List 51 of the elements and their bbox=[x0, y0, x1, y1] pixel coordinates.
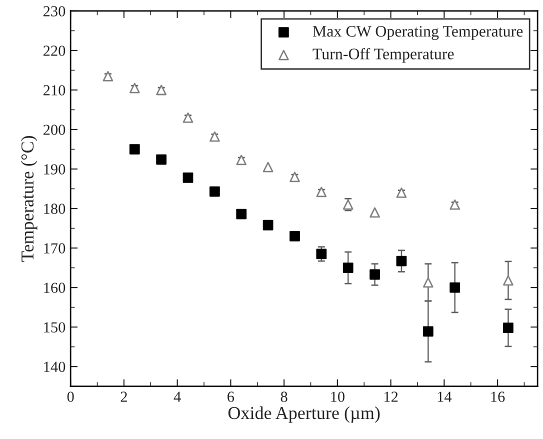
y-tick-label: 150 bbox=[44, 322, 66, 333]
point bbox=[182, 112, 194, 123]
point bbox=[370, 207, 380, 218]
y-tick-label: 180 bbox=[44, 204, 66, 214]
y-tick-label: 190 bbox=[44, 164, 66, 174]
y-axis-title: Temperature (°C) bbox=[20, 136, 38, 262]
point bbox=[209, 186, 220, 197]
legend-label: Max CW Operating Temperature bbox=[312, 26, 523, 40]
point bbox=[396, 256, 407, 266]
y-tick-label: 200 bbox=[43, 124, 66, 135]
y-tick-label: 210 bbox=[43, 85, 66, 96]
point bbox=[290, 172, 300, 182]
point bbox=[316, 248, 327, 260]
point bbox=[262, 162, 274, 172]
point bbox=[290, 230, 300, 242]
point bbox=[422, 277, 434, 288]
x-tick-label: 2 bbox=[120, 392, 127, 402]
point bbox=[129, 144, 140, 154]
point bbox=[422, 326, 434, 337]
x-tick-label: 0 bbox=[67, 392, 74, 402]
point bbox=[209, 131, 220, 142]
point bbox=[370, 269, 380, 280]
point bbox=[236, 154, 247, 166]
point bbox=[396, 188, 407, 198]
point bbox=[262, 220, 274, 230]
point bbox=[342, 262, 354, 273]
point bbox=[236, 208, 247, 220]
x-tick-label: 12 bbox=[384, 392, 398, 402]
y-tick-label: 170 bbox=[44, 243, 66, 254]
y-tick-label: 160 bbox=[44, 282, 66, 293]
y-tick-label: 140 bbox=[44, 362, 66, 372]
point bbox=[503, 275, 514, 286]
x-tick-label: 8 bbox=[280, 392, 288, 402]
point bbox=[503, 322, 514, 334]
x-tick-label: 14 bbox=[438, 392, 452, 402]
point bbox=[102, 70, 114, 82]
point bbox=[450, 282, 460, 293]
point bbox=[316, 186, 327, 198]
point bbox=[129, 82, 140, 94]
x-tick-label: 10 bbox=[331, 392, 344, 402]
x-tick-label: 6 bbox=[228, 392, 234, 402]
point bbox=[156, 84, 167, 96]
point bbox=[156, 154, 167, 165]
x-tick-label: 16 bbox=[491, 392, 505, 402]
point bbox=[182, 172, 194, 183]
legend-label: Turn-Off Temperature bbox=[312, 48, 454, 63]
x-axis-title: Oxide Aperture (µm) bbox=[228, 406, 380, 423]
x-tick-label: 4 bbox=[174, 392, 181, 402]
y-tick-label: 220 bbox=[43, 46, 66, 56]
y-tick-label: 230 bbox=[43, 6, 66, 16]
point bbox=[450, 199, 460, 210]
